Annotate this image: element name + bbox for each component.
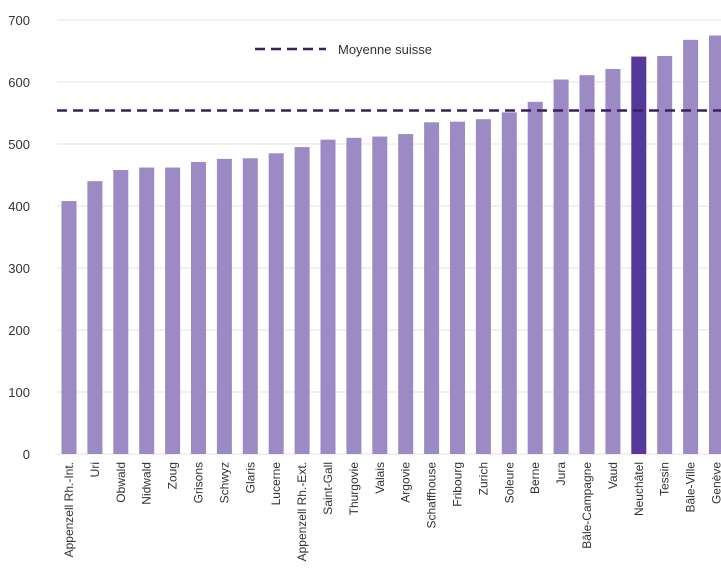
y-tick-label: 500 <box>8 137 30 152</box>
x-category-label: Appenzell Rh.-Ext. <box>295 462 309 561</box>
x-category-label: Glaris <box>243 462 257 493</box>
x-category-label: Schwyz <box>217 462 231 503</box>
y-tick-label: 200 <box>8 323 30 338</box>
y-tick-label: 700 <box>8 13 30 28</box>
bar <box>61 201 77 454</box>
bar <box>320 139 336 454</box>
bar <box>216 158 232 454</box>
bar-highlighted <box>631 56 647 455</box>
bar <box>605 68 621 454</box>
bar <box>527 101 543 454</box>
bar <box>139 167 155 454</box>
x-category-label: Berne <box>528 462 542 494</box>
bar <box>709 35 721 454</box>
bar <box>424 122 440 455</box>
x-category-label: Neuchâtel <box>632 462 646 516</box>
x-category-label: Zoug <box>166 462 180 489</box>
bar <box>294 147 310 454</box>
x-category-label: Jura <box>554 462 568 486</box>
x-category-label: Saint-Gall <box>321 462 335 515</box>
legend-label: Moyenne suisse <box>338 42 432 57</box>
bar <box>346 137 362 455</box>
x-category-label: Valais <box>373 462 387 494</box>
x-category-label: Schaffhouse <box>425 462 439 529</box>
bar <box>398 134 414 454</box>
bar <box>501 112 517 454</box>
x-category-label: Bâle-Campagne <box>580 462 594 549</box>
bar <box>165 167 181 454</box>
bar <box>657 55 673 455</box>
bar <box>191 161 206 455</box>
x-category-label: Obwald <box>114 462 128 503</box>
x-category-label: Appenzell Rh.-Int. <box>62 462 76 557</box>
gridlines <box>57 19 721 455</box>
x-category-label: Nidwald <box>140 462 154 505</box>
x-category-label: Thurgovie <box>347 462 361 516</box>
bar <box>475 119 491 454</box>
y-axis-ticks: 0 100 200 300 400 500 600 700 <box>8 13 30 462</box>
y-tick-label: 0 <box>23 447 30 462</box>
bar <box>450 121 465 455</box>
bar <box>579 75 595 455</box>
bar <box>242 158 258 454</box>
x-category-label: Genève <box>710 462 721 504</box>
x-category-label: Tessin <box>658 462 672 496</box>
x-category-label: Zurich <box>476 462 490 495</box>
x-category-label: Uri <box>88 462 102 477</box>
x-category-label: Argovie <box>399 462 413 503</box>
y-tick-label: 400 <box>8 199 30 214</box>
bar <box>372 136 388 454</box>
bar <box>113 170 129 455</box>
bar <box>87 181 103 454</box>
bars <box>61 35 721 455</box>
x-category-label: Bâle-Ville <box>684 462 698 513</box>
y-tick-label: 600 <box>8 75 30 90</box>
legend: Moyenne suisse <box>255 42 432 57</box>
x-axis-labels: Appenzell Rh.-Int. Uri Obwald Nidwald Zoug Gr… <box>62 462 721 562</box>
bar <box>553 79 569 455</box>
x-category-label: Soleure <box>502 462 516 504</box>
bar <box>268 153 284 455</box>
bar <box>683 39 699 455</box>
y-tick-label: 300 <box>8 261 30 276</box>
x-category-label: Grisons <box>192 462 206 503</box>
x-category-label: Vaud <box>606 462 620 489</box>
y-tick-label: 100 <box>8 385 30 400</box>
x-category-label: Lucerne <box>269 462 283 506</box>
x-category-label: Fribourg <box>451 462 465 507</box>
